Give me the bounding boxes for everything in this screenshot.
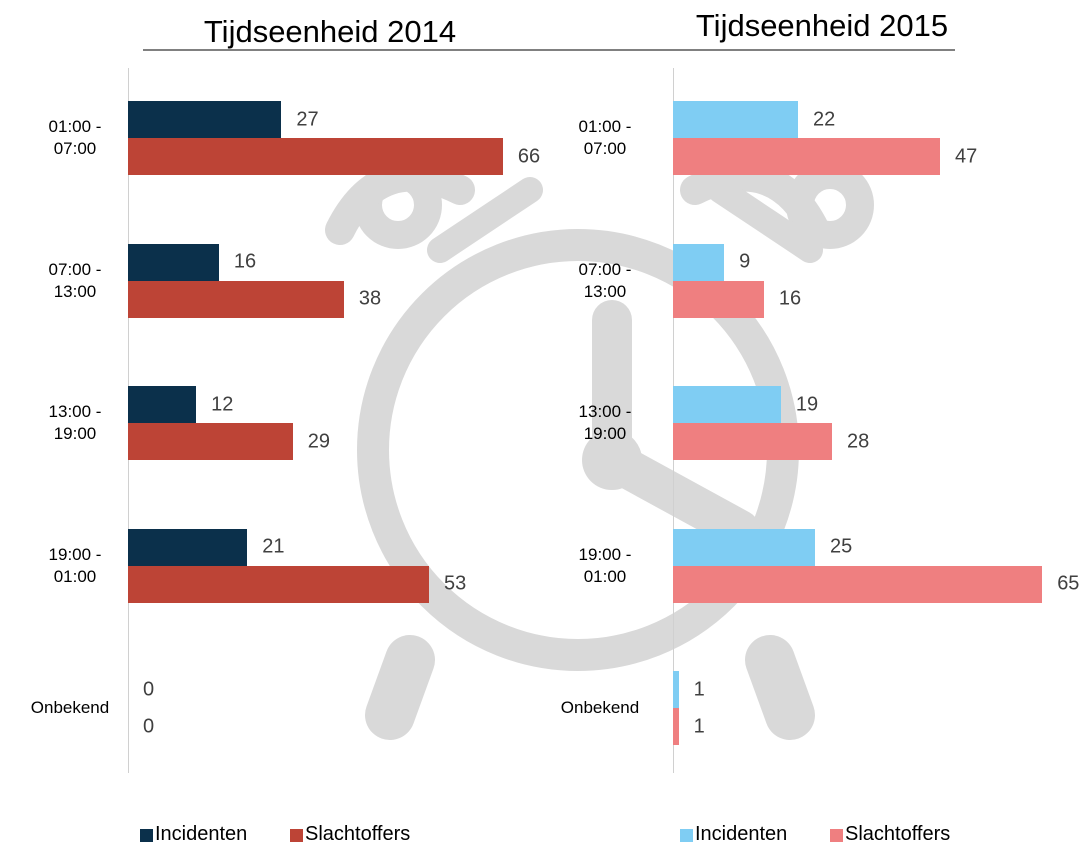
- bar: [673, 244, 724, 281]
- legend-swatch: [830, 829, 843, 842]
- value-label: 16: [234, 251, 256, 274]
- value-label: 12: [211, 393, 233, 416]
- category-label: Onbekend: [20, 697, 120, 719]
- value-label: 16: [779, 288, 801, 311]
- bar: [128, 566, 429, 603]
- category-label: 01:00 - 07:00: [568, 116, 642, 160]
- category-label: 07:00 - 13:00: [38, 259, 112, 303]
- value-label: 0: [143, 678, 154, 701]
- category-label: 07:00 - 13:00: [568, 259, 642, 303]
- legend-swatch: [140, 829, 153, 842]
- bar: [128, 386, 196, 423]
- bar: [128, 423, 293, 460]
- value-label: 66: [518, 145, 540, 168]
- legend-label: Slachtoffers: [305, 823, 410, 846]
- bar: [128, 529, 247, 566]
- category-label: Onbekend: [550, 697, 650, 719]
- value-label: 1: [694, 715, 705, 738]
- value-label: 1: [694, 678, 705, 701]
- value-label: 9: [739, 251, 750, 274]
- category-label: 01:00 - 07:00: [38, 116, 112, 160]
- category-label: 13:00 - 19:00: [568, 401, 642, 445]
- value-label: 28: [847, 430, 869, 453]
- value-label: 0: [143, 715, 154, 738]
- value-label: 19: [796, 393, 818, 416]
- value-label: 47: [955, 145, 977, 168]
- value-label: 29: [308, 430, 330, 453]
- category-label: 19:00 - 01:00: [568, 544, 642, 588]
- legend-swatch: [290, 829, 303, 842]
- value-label: 25: [830, 536, 852, 559]
- bar: [673, 671, 679, 708]
- bar: [673, 566, 1042, 603]
- bar: [673, 138, 940, 175]
- bar: [128, 244, 219, 281]
- legend-label: Incidenten: [695, 823, 787, 846]
- bar: [673, 423, 832, 460]
- bar: [673, 281, 764, 318]
- chart-title: Tijdseenheid 2015: [696, 8, 948, 44]
- value-label: 22: [813, 108, 835, 131]
- value-label: 21: [262, 536, 284, 559]
- bar: [673, 708, 679, 745]
- category-label: 19:00 - 01:00: [38, 544, 112, 588]
- bar: [673, 101, 798, 138]
- value-label: 27: [296, 108, 318, 131]
- value-label: 38: [359, 288, 381, 311]
- legend-swatch: [680, 829, 693, 842]
- value-label: 53: [444, 573, 466, 596]
- bar: [673, 529, 815, 566]
- bar: [673, 386, 781, 423]
- page: Tijdseenheid 2014 01:00 - 07:00 27 66 07:00 …: [0, 0, 1089, 849]
- category-label: 13:00 - 19:00: [38, 401, 112, 445]
- legend-label: Incidenten: [155, 823, 247, 846]
- chart-title: Tijdseenheid 2014: [204, 14, 456, 50]
- bar: [128, 281, 344, 318]
- bar: [128, 138, 503, 175]
- value-label: 65: [1057, 573, 1079, 596]
- legend-label: Slachtoffers: [845, 823, 950, 846]
- bar: [128, 101, 281, 138]
